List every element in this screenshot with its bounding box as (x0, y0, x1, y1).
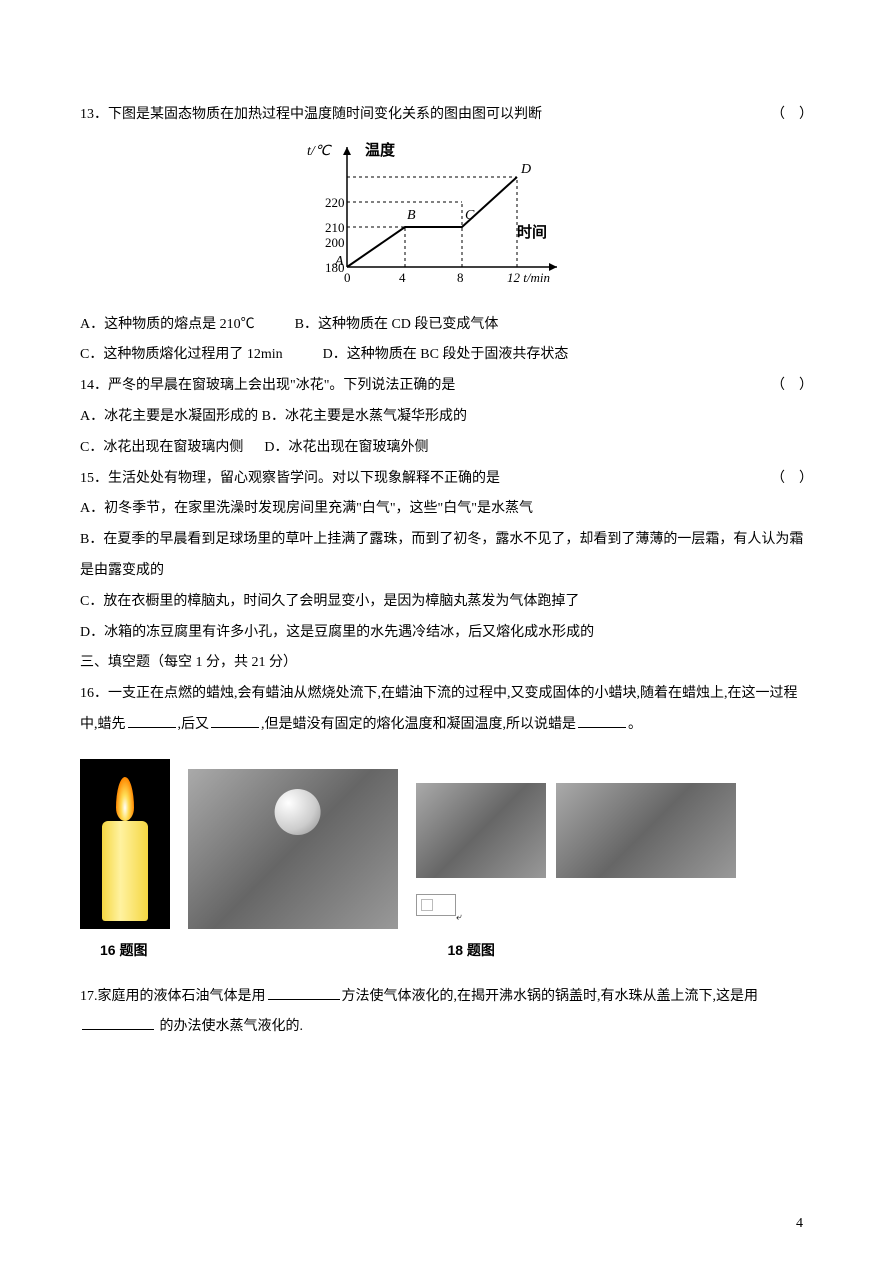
q16-blank2[interactable] (211, 714, 259, 728)
q13-optB: B．这种物质在 CD 段已变成气体 (295, 310, 499, 341)
q13-optA: A．这种物质的熔点是 210℃ (80, 310, 255, 341)
fig18-right (556, 783, 736, 878)
q14-optA: A．冰花主要是水凝固形成的 (80, 409, 258, 424)
q17-blank2[interactable] (82, 1016, 154, 1030)
caption-16: 16 题图 (100, 935, 147, 966)
svg-text:4: 4 (399, 270, 406, 285)
q15-optD: D．冰箱的冻豆腐里有许多小孔，这是豆腐里的水先遇冷结冰，后又熔化成水形成的 (80, 618, 813, 649)
q14-stem: 14．严冬的早晨在窗玻璃上会出现"冰花"。下列说法正确的是 (80, 371, 455, 402)
q15-optC: C．放在衣橱里的樟脑丸，时间久了会明显变小，是因为樟脑丸蒸发为气体跑掉了 (80, 587, 813, 618)
q14-optC: C．冰花出现在窗玻璃内侧 (80, 440, 243, 455)
candle-figure (80, 759, 170, 929)
svg-text:C: C (465, 208, 475, 223)
svg-text:B: B (407, 208, 416, 223)
q13-optC: C．这种物质熔化过程用了 12min (80, 340, 283, 371)
q14-optD: D．冰花出现在窗玻璃外侧 (264, 440, 428, 455)
q16-blank1[interactable] (128, 714, 176, 728)
placeholder-icon (416, 894, 456, 916)
q17-blank1[interactable] (268, 986, 340, 1000)
figure-row: ⤶ (80, 759, 813, 929)
chart-xlabel: 时间 (517, 223, 547, 241)
svg-text:D: D (520, 162, 531, 177)
q17-body: 17.家庭用的液体石油气体是用方法使气体液化的,在揭开沸水锅的锅盖时,有水珠从盖… (80, 982, 813, 1044)
svg-text:220: 220 (325, 195, 345, 210)
q15-optA: A．初冬季节，在家里洗澡时发现房间里充满"白气"，这些"白气"是水蒸气 (80, 494, 813, 525)
svg-text:200: 200 (325, 235, 345, 250)
svg-text:0: 0 (344, 270, 351, 285)
q15-paren: （ ） (771, 464, 813, 495)
page-number: 4 (796, 1209, 803, 1240)
mist-figure (188, 769, 398, 929)
svg-text:A: A (334, 254, 344, 269)
q13-optD: D．这种物质在 BC 段处于固液共存状态 (323, 340, 569, 371)
chart-ylabel: t/℃ (307, 144, 333, 159)
q15-optB: B．在夏季的早晨看到足球场里的草叶上挂满了露珠，而到了初冬，露水不见了，却看到了… (80, 525, 813, 587)
section3-title: 三、填空题（每空 1 分，共 21 分） (80, 648, 813, 679)
q16-blank3[interactable] (578, 714, 626, 728)
fig18-left (416, 783, 546, 878)
q13-stem: 13．下图是某固态物质在加热过程中温度随时间变化关系的图由图可以判断 (80, 100, 542, 131)
q15-stem: 15．生活处处有物理，留心观察皆学问。对以下现象解释不正确的是 (80, 464, 500, 495)
chart-ylabel2: 温度 (365, 141, 396, 159)
svg-text:8: 8 (457, 270, 464, 285)
caption-18: 18 题图 (447, 935, 494, 966)
q14-paren: （ ） (771, 371, 813, 402)
svg-text:210: 210 (325, 220, 345, 235)
q16-body: 16．一支正在点燃的蜡烛,会有蜡油从燃烧处流下,在蜡油下流的过程中,又变成固体的… (80, 679, 813, 741)
q14-optB: B．冰花主要是水蒸气凝华形成的 (262, 409, 467, 424)
q13-paren: （ ） (771, 100, 813, 131)
svg-text:12 t/min: 12 t/min (507, 270, 550, 285)
q13-chart: t/℃ 温度 时间 180 200 210 220 0 4 8 12 t/min… (80, 137, 813, 300)
